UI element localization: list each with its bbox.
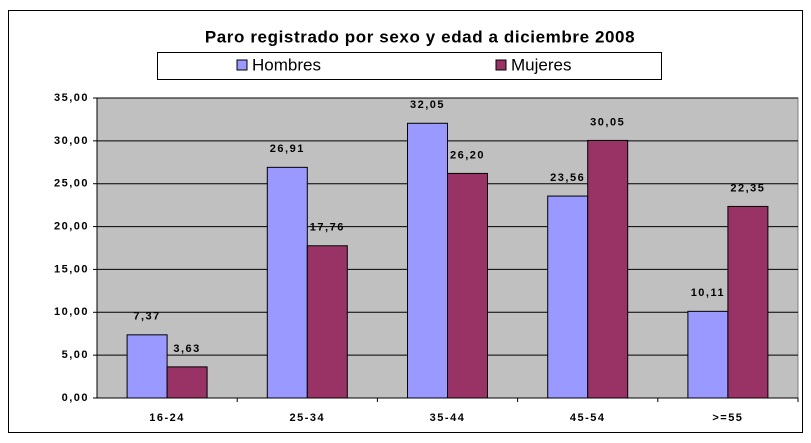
bar (547, 195, 589, 399)
bar (447, 172, 488, 399)
value-label: 30,05 (590, 116, 625, 128)
y-tick-label: 25,00 (54, 178, 89, 190)
chart-title: Paro registrado por sexo y edad a diciem… (205, 27, 635, 46)
legend-swatch (495, 59, 507, 71)
bar (166, 366, 208, 399)
bar (306, 245, 348, 399)
x-tick-label: 16-24 (149, 412, 185, 424)
value-label: 32,05 (410, 99, 445, 111)
value-label: 26,91 (270, 143, 305, 155)
value-label: 3,63 (173, 343, 200, 355)
bar (407, 122, 448, 399)
legend-label: Mujeres (511, 55, 571, 74)
value-label: 10,11 (691, 287, 725, 299)
y-tick-label: 0,00 (62, 392, 89, 404)
bar (587, 139, 629, 399)
x-tick-label: 25-34 (289, 412, 325, 424)
value-label: 17,76 (310, 222, 345, 234)
x-tick-label: >=55 (712, 412, 743, 424)
y-tick-label: 15,00 (54, 263, 89, 275)
legend-swatch (236, 59, 248, 71)
y-tick-label: 30,00 (54, 135, 89, 147)
value-label: 26,20 (450, 149, 485, 161)
bar (687, 310, 729, 399)
bar (126, 334, 168, 399)
y-tick-label: 35,00 (54, 92, 89, 104)
x-tick-label: 45-54 (570, 412, 606, 424)
x-tick-label: 35-44 (430, 412, 466, 424)
value-label: 23,56 (550, 172, 585, 184)
value-label: 7,37 (133, 311, 160, 323)
legend-label: Hombres (252, 55, 321, 74)
y-tick-label: 20,00 (54, 220, 89, 232)
y-tick-label: 5,00 (62, 349, 89, 361)
legend-box (157, 52, 662, 80)
value-label: 22,35 (730, 182, 765, 194)
y-tick-label: 10,00 (54, 306, 89, 318)
bar (266, 166, 308, 399)
bar (727, 205, 769, 399)
